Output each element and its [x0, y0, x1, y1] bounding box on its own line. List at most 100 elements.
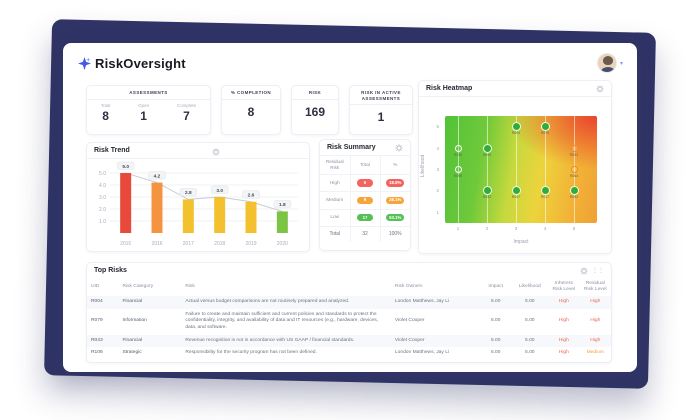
heatmap-gridline [487, 116, 488, 223]
top-risks-title: Top Risks [94, 267, 127, 274]
summary-row: Medium 9 28.1% [320, 191, 410, 210]
trend-bar[interactable] [120, 173, 132, 233]
top-risk-row[interactable]: R004 Financial Actual versus budget compar… [87, 296, 611, 309]
svg-text:2017: 2017 [183, 241, 194, 247]
heatmap-y-tick: 1 [436, 209, 439, 215]
risk-summary-title: Risk Summary [327, 144, 376, 151]
summary-level-link[interactable]: Low [320, 209, 350, 227]
kpi-risk-value: 169 [304, 104, 326, 119]
summary-row: High 6 18.8% [320, 174, 410, 193]
top-risk-row[interactable]: R079 Information Failure to create and mai… [91, 311, 601, 331]
heatmap-point[interactable] [512, 123, 520, 131]
trend-bar[interactable] [276, 211, 288, 233]
heatmap-y-tick: 4 [436, 145, 439, 151]
svg-text:4.0: 4.0 [99, 183, 106, 189]
dashboard-card: RiskOversight ▾ ASSESSMENTS Total 8 Open… [63, 43, 637, 372]
trend-bar[interactable] [182, 199, 194, 233]
top-risks-panel: Top Risks ⋮⋮ [86, 262, 612, 363]
column-header: Likelihood [518, 284, 541, 290]
heatmap-point[interactable] [454, 166, 462, 173]
trend-bar[interactable] [245, 201, 257, 233]
column-header: Risk Owners [394, 284, 423, 290]
summary-pct-pill: 18.8% [386, 179, 405, 187]
heatmap-point[interactable] [570, 187, 578, 195]
top-risk-row[interactable]: R106 Strategic Responsibility for the secu… [91, 350, 604, 356]
column-header: Risk [185, 284, 195, 290]
heatmap-point-label: R064 [569, 174, 579, 178]
risk-heatmap-panel: Risk Heatmap R004 R079 R106 R043 R021 R058 R06… [418, 80, 612, 254]
heatmap-x-tick: 5 [572, 226, 576, 231]
kpi-assessments-open: Open 1 [138, 102, 150, 123]
svg-text:2.8: 2.8 [185, 190, 192, 196]
avatar[interactable] [596, 53, 617, 73]
kpi-assessments-total: Total 8 [100, 102, 111, 123]
kpi-risk-active-value: 1 [377, 110, 385, 125]
column-header: Risk Category [122, 284, 154, 290]
gear-icon[interactable] [580, 266, 588, 275]
summary-row: Low 17 53.1% [320, 209, 410, 227]
kpi-title: RISK [292, 86, 338, 100]
svg-text:2016: 2016 [151, 241, 162, 247]
svg-text:5.0: 5.0 [122, 164, 129, 170]
heatmap-x-tick: 2 [485, 226, 489, 231]
bar-value-badge [273, 200, 292, 209]
heatmap-point[interactable] [570, 144, 578, 152]
chevron-down-icon[interactable]: ▾ [619, 60, 623, 67]
top-risks-table: UID Risk Category Risk Risk Owners Impact Lik… [87, 278, 611, 360]
heatmap-y-axis-label: Likelihood [420, 154, 426, 178]
heatmap-point[interactable] [512, 187, 520, 195]
heatmap-point[interactable] [483, 187, 491, 195]
summary-level-link[interactable]: Medium [320, 191, 350, 210]
heatmap-gradient-area: R004 R079 R106 R043 R021 R058 R064 R032 R047 R017… [445, 116, 597, 223]
bar-value-badge [242, 190, 260, 199]
svg-text:2019: 2019 [245, 241, 256, 247]
svg-text:1.8: 1.8 [279, 202, 286, 208]
drag-handle-icon[interactable]: ⋮⋮ [592, 267, 604, 274]
bar-value-badge [148, 171, 166, 180]
gear-icon[interactable] [395, 143, 403, 152]
svg-text:2.6: 2.6 [248, 193, 255, 199]
heatmap-gridline [516, 116, 517, 223]
svg-text:1.0: 1.0 [99, 219, 106, 225]
heatmap-point[interactable] [454, 144, 462, 152]
gear-icon[interactable] [596, 84, 604, 93]
gear-icon[interactable] [212, 147, 220, 156]
kpi-card-risk: RISK 169 [291, 85, 339, 135]
heatmap-point[interactable] [541, 187, 549, 195]
heatmap-y-tick: 3 [436, 167, 439, 172]
trend-bar[interactable] [151, 182, 163, 233]
heatmap-point[interactable] [570, 166, 578, 173]
heatmap-point[interactable] [541, 123, 549, 131]
summary-level-link[interactable]: High [320, 174, 350, 193]
top-risk-row[interactable]: R043 Financial Revenue recognition is not … [87, 334, 611, 348]
heatmap-point[interactable] [483, 144, 491, 152]
heatmap-point-label: R032 [482, 195, 492, 200]
summary-pct-pill: 28.1% [386, 196, 405, 205]
user-menu[interactable]: ▾ [596, 53, 623, 73]
kpi-assessments-complete: Complete 7 [176, 102, 197, 123]
kpi-completion-value: 8 [247, 104, 255, 119]
heatmap-y-tick: 5 [436, 124, 439, 130]
column-header: Residual Risk Level [583, 281, 607, 293]
risk-trend-title: Risk Trend [94, 147, 130, 154]
svg-text:2015: 2015 [120, 241, 131, 247]
heatmap-point-label: R106 [453, 152, 463, 157]
trend-bar[interactable] [214, 197, 226, 233]
risk-trend-panel: Risk Trend 1.0 2.0 3.0 4.0 5.0 5.0 2015 4.2 2016… [86, 142, 310, 252]
heatmap-point-label: R047 [511, 195, 521, 200]
heatmap-x-tick: 4 [543, 226, 547, 231]
bar-value-badge [179, 188, 198, 197]
column-header: UID [91, 284, 100, 290]
brand: RiskOversight [78, 56, 186, 71]
top-bar: RiskOversight ▾ [78, 50, 623, 76]
heatmap-point-label: R021 [569, 152, 579, 157]
kpi-card-risk-in-active-assessments: RISK IN ACTIVE ASSESSMENTS 1 [349, 85, 413, 135]
svg-text:2020: 2020 [277, 241, 288, 247]
bar-value-badge [116, 161, 135, 170]
heatmap-point-label: R058 [453, 174, 463, 178]
heatmap-point-label: R092 [569, 195, 579, 200]
heatmap-point-label: R017 [540, 195, 550, 200]
heatmap-y-tick: 2 [436, 188, 439, 194]
kpi-card-completion: % COMPLETION 8 [221, 85, 281, 135]
risk-summary-table: Residual Risk Total% High 6 18.8% Medium 9 28.1%… [320, 156, 410, 242]
